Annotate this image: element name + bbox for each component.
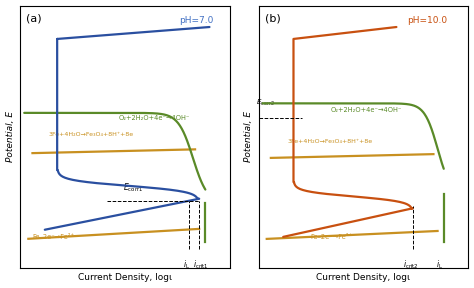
Text: $i_{\rm crit2}$: $i_{\rm crit2}$ — [403, 258, 419, 271]
Text: (a): (a) — [27, 14, 42, 23]
Text: (b): (b) — [265, 14, 281, 23]
Text: Fe–2e⁻→Fe²⁺: Fe–2e⁻→Fe²⁺ — [310, 234, 352, 240]
Y-axis label: Potential, E: Potential, E — [244, 111, 253, 162]
Text: O₂+2H₂O+4e⁻→4OH⁻: O₂+2H₂O+4e⁻→4OH⁻ — [119, 115, 190, 121]
Text: Fe–2e⁻→Fe²⁺: Fe–2e⁻→Fe²⁺ — [32, 234, 74, 240]
Text: $i_{\rm L}$: $i_{\rm L}$ — [183, 258, 191, 271]
Text: O₂+2H₂O+4e⁻→4OH⁻: O₂+2H₂O+4e⁻→4OH⁻ — [330, 107, 402, 113]
Text: 3Fe+4H₂O→Fe₃O₄+8H⁺+8e: 3Fe+4H₂O→Fe₃O₄+8H⁺+8e — [287, 139, 373, 144]
Y-axis label: Potential, E: Potential, E — [6, 111, 15, 162]
X-axis label: Current Density, logι: Current Density, logι — [317, 273, 410, 283]
Text: pH=7.0: pH=7.0 — [179, 16, 213, 25]
Text: $i_{\rm L}$: $i_{\rm L}$ — [436, 258, 443, 271]
Text: $i_{\rm crit1}$: $i_{\rm crit1}$ — [193, 258, 209, 271]
Text: $E_{\rm corr1}$: $E_{\rm corr1}$ — [123, 181, 143, 194]
Text: 3Fe+4H₂O→Fe₃O₄+8H⁺+8e: 3Fe+4H₂O→Fe₃O₄+8H⁺+8e — [49, 132, 134, 137]
X-axis label: Current Density, logι: Current Density, logι — [78, 273, 172, 283]
Text: $E_{\rm corr2}$: $E_{\rm corr2}$ — [256, 98, 275, 108]
Text: pH=10.0: pH=10.0 — [407, 16, 447, 25]
